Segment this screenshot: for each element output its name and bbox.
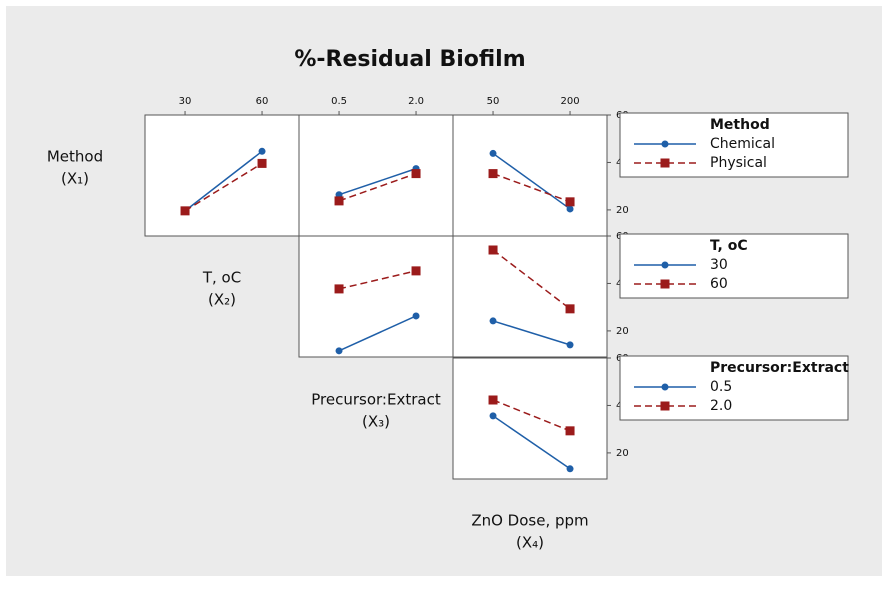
- marker: [488, 395, 498, 405]
- legend-marker: [661, 140, 669, 148]
- factor-name: ZnO Dose, ppm: [471, 512, 588, 530]
- series-line: [492, 320, 571, 346]
- x-tick-label: 30: [179, 96, 192, 107]
- legend-label: Chemical: [710, 136, 775, 152]
- x-tick-label: 50: [487, 96, 500, 107]
- panel: [452, 235, 608, 358]
- marker: [565, 304, 575, 314]
- legend-marker: [660, 279, 670, 289]
- marker: [489, 149, 497, 157]
- factor-symbol: (X₂): [208, 291, 236, 309]
- factor-name: T, oC: [202, 269, 241, 287]
- legend-title: Precursor:Extract: [710, 360, 849, 376]
- marker: [334, 196, 344, 206]
- legend: [619, 355, 849, 421]
- marker: [411, 169, 421, 179]
- marker: [566, 465, 574, 473]
- legend-marker: [661, 261, 669, 269]
- legend: [619, 112, 849, 178]
- series-line: [338, 167, 417, 196]
- factor-symbol: (X₁): [61, 170, 89, 188]
- legend-label: 60: [710, 276, 728, 292]
- marker: [489, 317, 497, 325]
- marker: [335, 347, 343, 355]
- marker: [411, 266, 421, 276]
- legend-label: 0.5: [710, 379, 732, 395]
- y-tick-label: 20: [616, 326, 629, 337]
- series-line: [492, 399, 571, 432]
- marker: [565, 197, 575, 207]
- factor-symbol: (X₃): [362, 413, 390, 431]
- legend-title: Method: [710, 117, 770, 133]
- marker: [334, 284, 344, 294]
- series-line: [492, 172, 571, 203]
- legend-label: 30: [710, 257, 728, 273]
- legend-marker: [660, 158, 670, 168]
- x-tick-label: 200: [560, 96, 579, 107]
- factor-name: Precursor:Extract: [311, 391, 441, 409]
- panel: [144, 114, 300, 237]
- chart-title: %-Residual Biofilm: [294, 47, 525, 72]
- legend: [619, 233, 849, 299]
- x-tick-label: 0.5: [331, 96, 347, 107]
- legend-marker: [660, 401, 670, 411]
- x-tick-label: 2.0: [408, 96, 424, 107]
- x-tick-label: 60: [256, 96, 269, 107]
- panel: [452, 357, 608, 480]
- factor-symbol: (X₄): [516, 534, 544, 552]
- legend-marker: [661, 383, 669, 391]
- y-tick-label: 20: [616, 205, 629, 216]
- marker: [488, 245, 498, 255]
- legend-title: T, oC: [710, 238, 748, 254]
- marker: [180, 206, 190, 216]
- marker: [257, 158, 267, 168]
- y-tick-label: 20: [616, 448, 629, 459]
- series-line: [492, 249, 571, 310]
- marker: [489, 412, 497, 420]
- series-line: [492, 415, 571, 470]
- series-line: [184, 162, 263, 212]
- legend-label: 2.0: [710, 398, 732, 414]
- series-line: [338, 270, 417, 290]
- marker: [566, 205, 574, 213]
- factor-name: Method: [47, 148, 103, 166]
- marker: [412, 312, 420, 320]
- marker: [258, 147, 266, 155]
- series-line: [338, 315, 417, 352]
- marker: [488, 169, 498, 179]
- series-line: [492, 152, 571, 210]
- panel: [452, 114, 608, 237]
- series-line: [338, 172, 417, 202]
- marker: [565, 426, 575, 436]
- panel: [298, 114, 454, 237]
- legend-label: Physical: [710, 155, 767, 171]
- marker: [566, 341, 574, 349]
- panel: [298, 235, 454, 358]
- series-line: [184, 150, 263, 212]
